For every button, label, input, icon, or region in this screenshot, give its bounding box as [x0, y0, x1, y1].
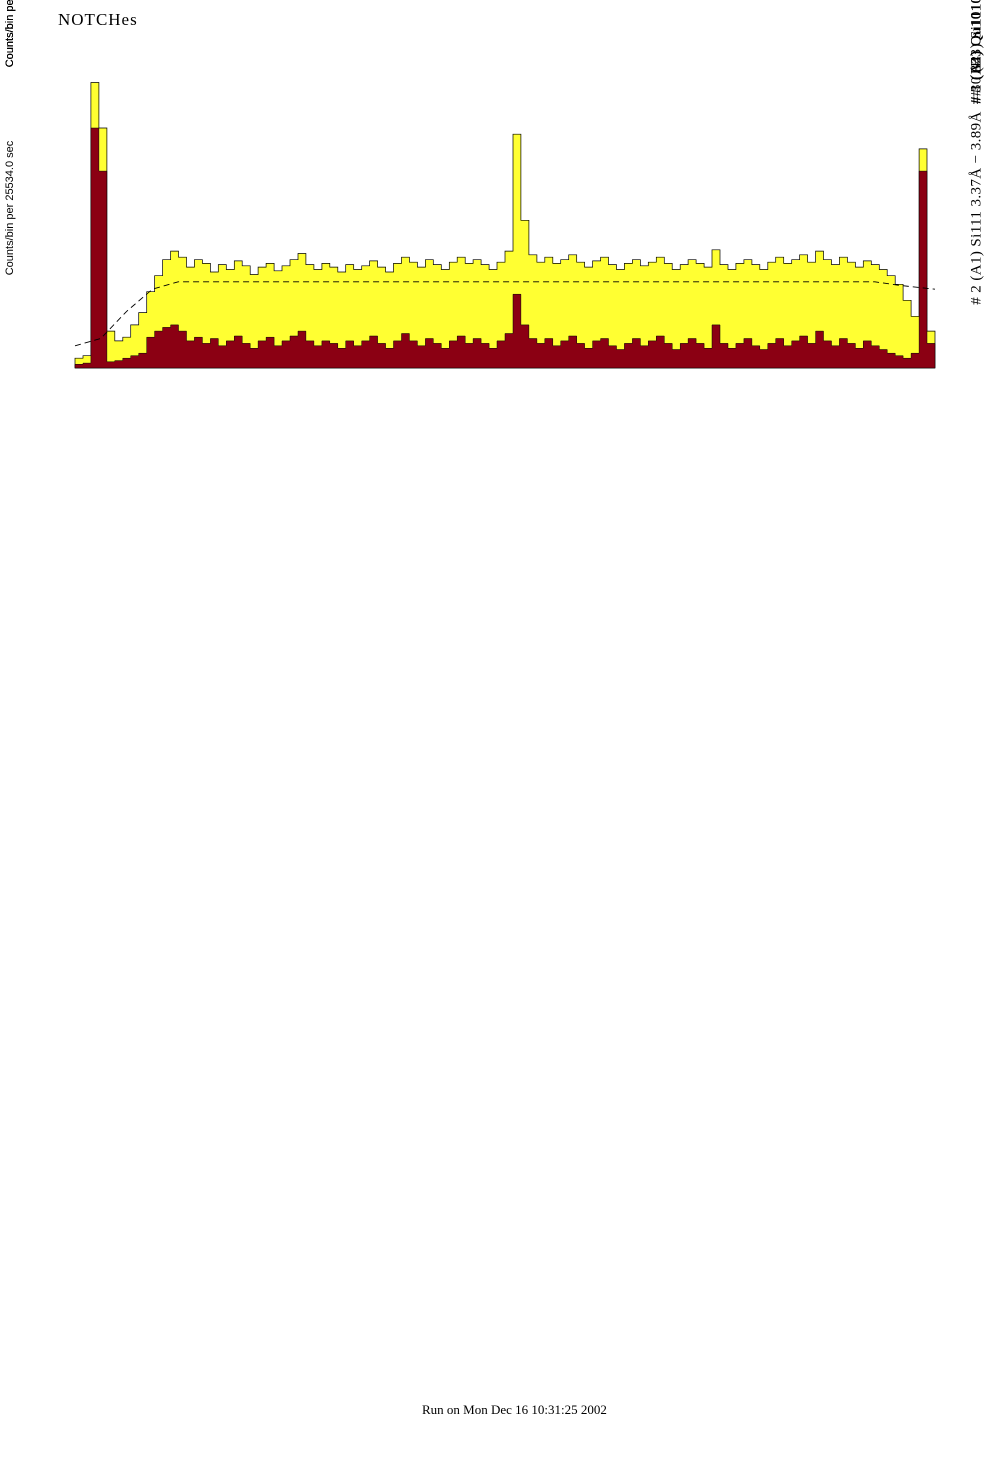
notches-label: NOTCHes: [58, 10, 138, 29]
background-counts-histogram: [74, 127, 936, 369]
channel-label-b4: # 1 (B4) Qu1010 4.96Å − 6.09Å: [968, 0, 985, 104]
total-counts-histogram: [74, 82, 936, 369]
y-axis-title: Counts/bin per 25534.0 sec: [4, 0, 16, 68]
run-timestamp: Run on Mon Dec 16 10:31:25 2002: [422, 1402, 607, 1417]
channel-label-a1: # 2 (A1) Si111 3.37Å − 3.89Å: [968, 111, 985, 305]
panel-si111-a1: Counts/bin per 25534.0 sec # 2 (A1) Si11…: [0, 48, 1004, 369]
panel-plot-svg: [74, 82, 936, 369]
threshold-dashed-line: [74, 281, 936, 347]
y-axis-title: Counts/bin per 25534.0 sec: [4, 140, 16, 276]
